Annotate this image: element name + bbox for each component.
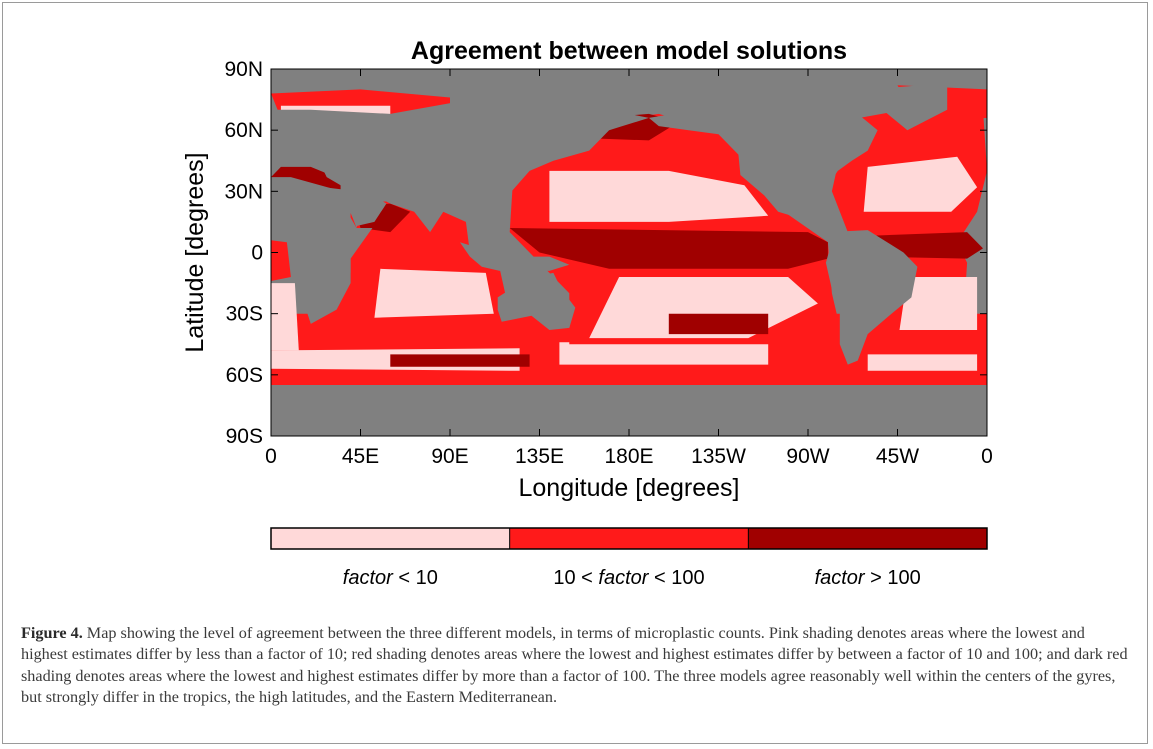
x-tick-label: 180E	[604, 445, 653, 468]
y-tick-label: 90S	[226, 425, 263, 448]
y-tick-label: 60S	[226, 364, 263, 387]
x-tick-label: 90W	[786, 445, 829, 468]
land-australia	[497, 272, 576, 330]
x-tick-label: 45E	[342, 445, 379, 468]
southern-darkred-band	[390, 354, 530, 367]
figure-caption-text: Map showing the level of agreement betwe…	[21, 624, 1128, 706]
y-tick-label: 90N	[224, 58, 263, 81]
x-tick-label: 0	[981, 445, 993, 468]
y-tick-label: 30S	[226, 303, 263, 326]
colorbar-segment	[748, 528, 987, 549]
y-axis-label: Latitude [degrees]	[181, 152, 209, 352]
west-edge-pink	[271, 283, 299, 351]
south-pacific-darkred-patch	[668, 313, 769, 335]
land-antarctica	[271, 387, 987, 436]
colorbar-segment	[271, 528, 510, 549]
north-atlantic-gyre	[863, 156, 978, 212]
y-tick-label: 60N	[224, 119, 263, 142]
colorbar-label: 10 < factor < 100	[553, 567, 704, 589]
land-greenland	[867, 83, 948, 131]
land-africa	[271, 177, 373, 324]
x-tick-label: 90E	[431, 445, 468, 468]
indian-ocean-pink	[374, 268, 494, 318]
y-tick-label: 0	[251, 242, 263, 265]
equatorial-pacific-darkred	[509, 228, 828, 269]
southern-pink-band-east	[559, 342, 769, 365]
figure-caption: Figure 4. Map showing the level of agree…	[21, 623, 1131, 708]
colorbar-label: factor < 10	[343, 567, 438, 589]
x-tick-label: 135E	[515, 445, 564, 468]
x-tick-label: 0	[265, 445, 277, 468]
land-north-america	[648, 105, 878, 235]
colorbar-label: factor > 100	[815, 567, 921, 589]
colorbar-frame	[270, 527, 988, 550]
x-tick-label: 45W	[876, 445, 919, 468]
figure-label: Figure 4.	[21, 624, 83, 642]
x-axis-label: Longitude [degrees]	[518, 474, 739, 502]
x-tick-label: 135W	[691, 445, 746, 468]
land-indonesia	[459, 242, 570, 271]
land-eurasia	[271, 99, 649, 237]
north-pacific-gyre	[549, 170, 769, 222]
colorbar-segment	[509, 528, 749, 549]
agreement-map-chart: Agreement between model solutions 0 45E 90E…	[181, 37, 993, 589]
south-atlantic-gyre	[899, 277, 978, 330]
chart-title: Agreement between model solutions	[411, 37, 847, 65]
land-south-america	[825, 230, 918, 365]
southern-pink-band-atlantic	[867, 354, 978, 371]
west-edge-red	[271, 228, 291, 281]
y-tick-label: 30N	[224, 180, 263, 203]
land-arabia	[340, 191, 387, 226]
mediterranean-darkred	[271, 166, 341, 190]
